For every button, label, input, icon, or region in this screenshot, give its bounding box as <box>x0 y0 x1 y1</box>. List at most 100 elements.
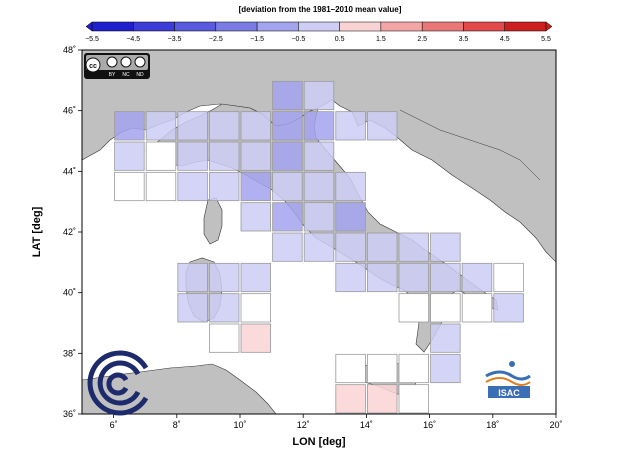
grid-cell <box>398 293 430 323</box>
grid-cell <box>145 141 177 171</box>
grid-cell <box>430 232 461 262</box>
grid-cell <box>493 262 524 293</box>
svg-text:BY: BY <box>109 72 116 78</box>
grid-cell <box>240 323 272 353</box>
y-tick-label: 36˚ <box>63 409 76 419</box>
nc-icon <box>120 56 132 68</box>
x-tick-label: 10˚ <box>233 420 246 430</box>
grid-cell <box>366 353 398 384</box>
grid-cell <box>335 111 366 141</box>
grid-cell <box>240 111 272 141</box>
grid-cell <box>335 384 366 414</box>
colorbar-segment <box>91 21 134 32</box>
grid-cell <box>114 171 145 202</box>
grid-cell <box>240 262 272 293</box>
grid-cell <box>335 262 366 293</box>
grid-cell <box>493 293 524 323</box>
grid-cell <box>303 80 335 111</box>
colorbar-tick-label: 0.5 <box>335 36 345 43</box>
grid-cell <box>366 262 398 293</box>
grid-cell <box>240 141 272 171</box>
grid-cell <box>366 111 398 141</box>
grid-cell <box>208 141 240 171</box>
colorbar-tick-label: 2.5 <box>417 36 427 43</box>
colorbar-segment <box>133 21 175 32</box>
grid-cell <box>303 232 335 262</box>
colorbar <box>85 21 553 32</box>
y-tick-label: 42˚ <box>63 227 76 237</box>
colorbar-tick-label: −0.5 <box>291 36 305 43</box>
grid-cell <box>208 262 240 293</box>
grid-cell <box>430 353 461 384</box>
x-tick-label: 14˚ <box>360 420 373 430</box>
grid-cell <box>398 384 430 414</box>
isac-logo: ISAC <box>482 354 532 400</box>
deviation-grid <box>114 80 524 414</box>
grid-cell <box>335 232 366 262</box>
colorbar-tick-labels: −5.5 −4.5 −3.5 −2.5 −1.5 −0.5 0.5 1.5 2.5 3.5 4.5 5… <box>85 36 551 43</box>
svg-text:NC: NC <box>122 72 130 78</box>
grid-cell <box>272 171 303 202</box>
grid-cell <box>303 141 335 171</box>
x-tick-label: 12˚ <box>297 420 310 430</box>
y-tick-label: 40˚ <box>63 288 76 298</box>
nd-icon <box>134 56 146 68</box>
x-tick-label: 18˚ <box>486 420 499 430</box>
grid-cell <box>177 141 208 171</box>
cnr-logo <box>87 350 149 416</box>
cc-icon <box>85 57 101 73</box>
grid-cell <box>114 111 145 141</box>
y-tick-label: 44˚ <box>63 166 76 176</box>
colorbar-tick-label: −1.5 <box>250 36 264 43</box>
colorbar-tick-label: 5.5 <box>541 36 551 43</box>
grid-cell <box>461 262 493 293</box>
colorbar-segment <box>339 21 382 32</box>
colorbar-tick-label: 3.5 <box>459 36 469 43</box>
coastline-detail <box>399 109 541 181</box>
y-tick-label: 48˚ <box>63 45 76 55</box>
grid-cell <box>240 202 272 232</box>
colorbar-segment <box>504 21 547 32</box>
grid-cell <box>398 262 430 293</box>
grid-cell <box>303 202 335 232</box>
grid-cell <box>303 111 335 141</box>
x-tick-label: 6˚ <box>110 420 118 430</box>
grid-cell <box>366 232 398 262</box>
colorbar-tick-label: −3.5 <box>168 36 182 43</box>
grid-cell <box>177 111 208 141</box>
grid-cell <box>240 171 272 202</box>
colorbar-segment <box>215 21 258 32</box>
grid-cell <box>272 232 303 262</box>
svg-text:ND: ND <box>136 72 144 78</box>
grid-cell <box>208 293 240 323</box>
grid-cell <box>177 171 208 202</box>
x-axis-label: LON [deg] <box>292 436 345 448</box>
colorbar-tick-label: 4.5 <box>500 36 510 43</box>
grid-cell <box>208 111 240 141</box>
x-tick-label: 16˚ <box>423 420 436 430</box>
colorbar-tick-label: 1.5 <box>376 36 386 43</box>
colorbar-segment <box>421 21 464 32</box>
grid-cell <box>240 293 272 323</box>
colorbar-segment <box>380 21 423 32</box>
svg-text:ISAC: ISAC <box>498 388 520 398</box>
grid-cell <box>208 323 240 353</box>
colorbar-tick-label: −2.5 <box>209 36 223 43</box>
y-tick-label: 38˚ <box>63 348 76 358</box>
grid-cell <box>335 171 366 202</box>
grid-cell <box>335 202 366 232</box>
colorbar-segment <box>463 21 505 32</box>
grid-cell <box>430 323 461 353</box>
svg-text:cc: cc <box>89 63 97 70</box>
land-corsica <box>203 197 223 245</box>
grid-cell <box>366 384 398 414</box>
grid-cell <box>272 80 303 111</box>
grid-cell <box>272 141 303 171</box>
axis-ticks: 6˚ 8˚ 10˚ 12˚ 14˚ 16˚ 18˚ 20˚ 36˚ 38˚ 40˚ 42˚ 44˚ 46˚… <box>63 45 563 430</box>
grid-cell <box>272 202 303 232</box>
colorbar-title: [deviation from the 1981–2010 mean value… <box>239 5 402 14</box>
cc-license-badge: cc BY NC ND <box>84 53 150 79</box>
grid-cell <box>272 111 303 141</box>
grid-cell <box>177 293 208 323</box>
